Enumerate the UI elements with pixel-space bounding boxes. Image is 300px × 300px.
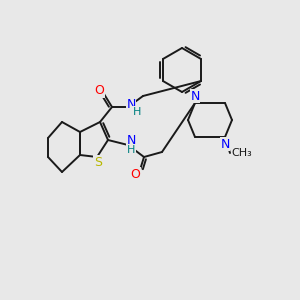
Text: CH₃: CH₃ (232, 148, 252, 158)
Text: N: N (126, 134, 136, 148)
Text: S: S (94, 155, 102, 169)
Text: O: O (130, 167, 140, 181)
Text: N: N (220, 137, 230, 151)
Text: H: H (133, 107, 141, 117)
Text: O: O (94, 85, 104, 98)
Text: N: N (190, 89, 200, 103)
Text: N: N (126, 98, 136, 110)
Text: H: H (127, 145, 135, 155)
